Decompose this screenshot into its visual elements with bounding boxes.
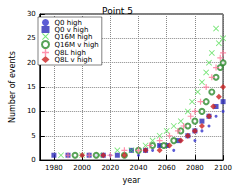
- svg-text:Q0 v high: Q0 v high: [54, 25, 89, 34]
- svg-text:20: 20: [27, 59, 36, 67]
- svg-text:0: 0: [31, 156, 35, 164]
- svg-text:2020: 2020: [101, 164, 119, 172]
- svg-text:Number of events: Number of events: [8, 51, 17, 123]
- svg-text:year: year: [123, 176, 142, 185]
- svg-text:2000: 2000: [73, 164, 91, 172]
- svg-text:2040: 2040: [130, 164, 148, 172]
- svg-text:15: 15: [27, 83, 36, 91]
- svg-text:2060: 2060: [158, 164, 176, 172]
- svg-text:Point 5: Point 5: [102, 6, 133, 16]
- svg-text:10: 10: [27, 107, 36, 115]
- svg-text:Q16M v high: Q16M v high: [55, 41, 99, 49]
- svg-text:2100: 2100: [214, 164, 232, 172]
- svg-text:25: 25: [27, 34, 36, 42]
- svg-text:2080: 2080: [186, 164, 204, 172]
- svg-text:1980: 1980: [45, 164, 63, 172]
- svg-text:5: 5: [31, 132, 35, 140]
- svg-text:Q8L v high: Q8L v high: [55, 56, 93, 64]
- svg-text:Q16M high: Q16M high: [55, 33, 93, 41]
- svg-text:Q0 high: Q0 high: [54, 18, 82, 27]
- svg-text:30: 30: [27, 10, 36, 18]
- svg-text:Q8L high: Q8L high: [54, 48, 86, 57]
